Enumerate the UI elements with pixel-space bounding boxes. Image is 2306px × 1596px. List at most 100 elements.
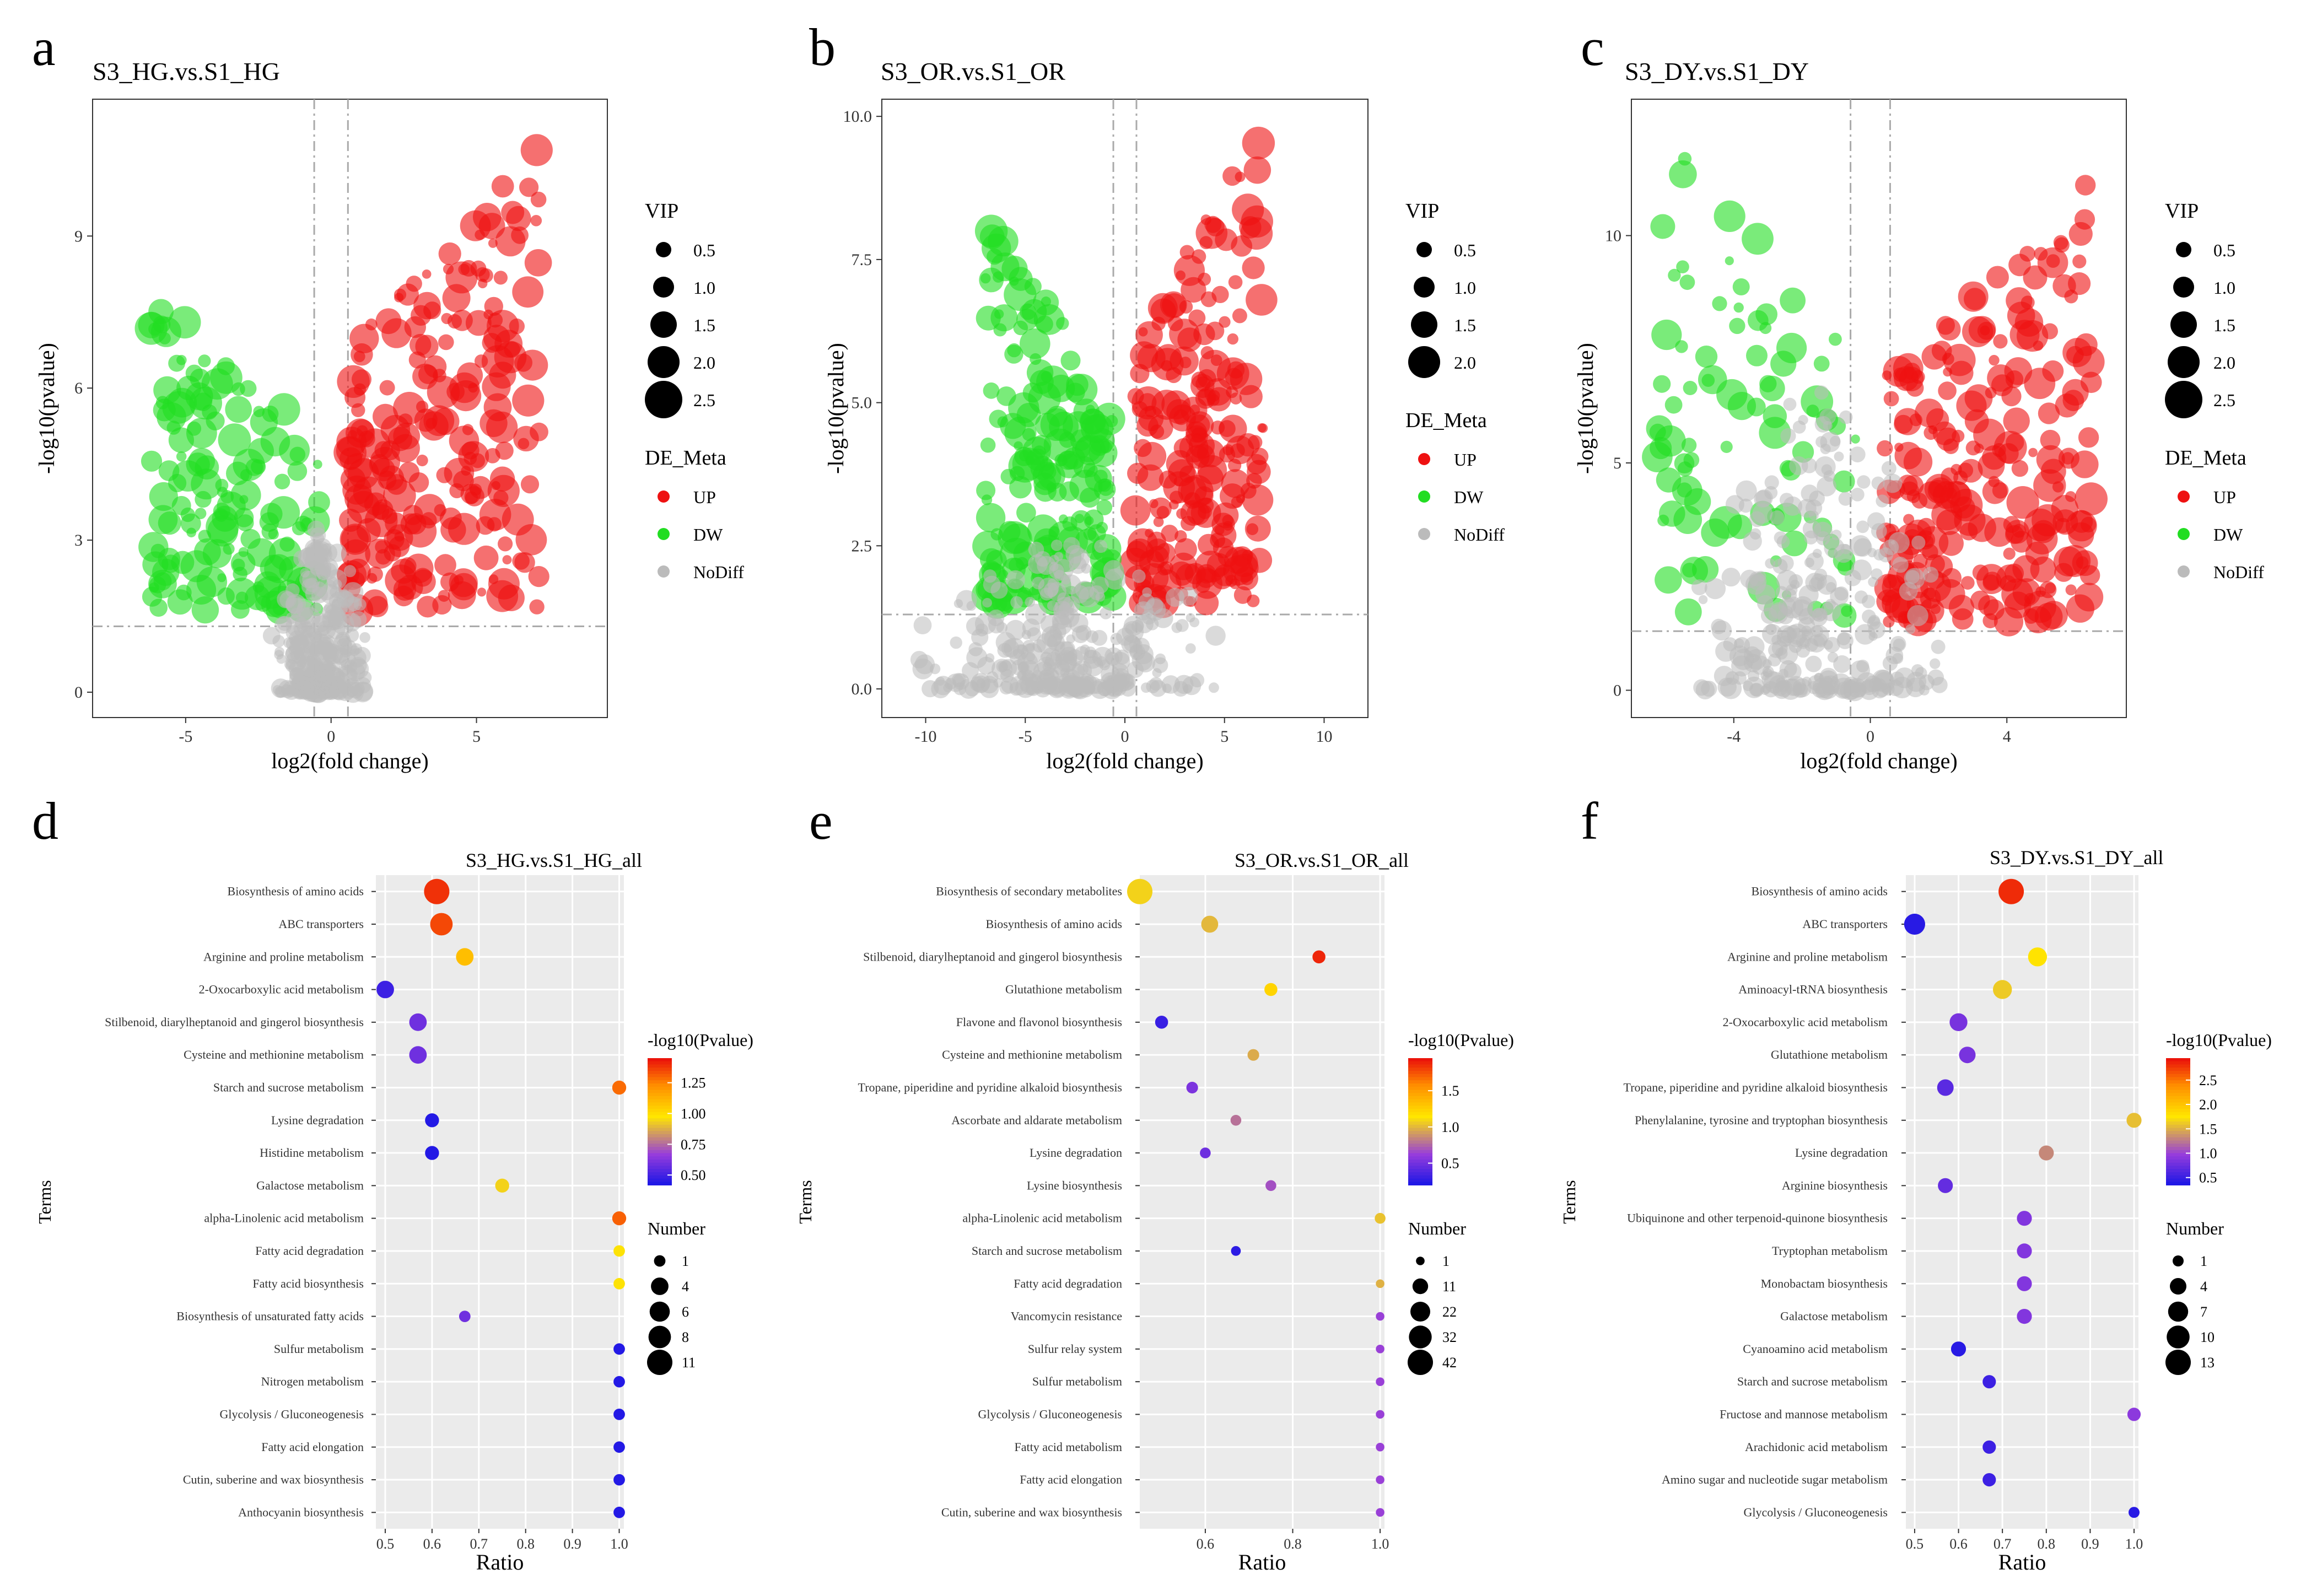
data-point-up — [2072, 254, 2087, 268]
data-point-dw — [198, 354, 211, 368]
data-point-nodiff — [1812, 682, 1828, 698]
colorbar-tick-label: 1.5 — [1441, 1083, 1459, 1099]
data-point-dw — [141, 450, 163, 472]
data-point-dw — [1683, 381, 1698, 395]
colorbar-segment — [1408, 1131, 1432, 1135]
data-point-nodiff — [1704, 578, 1726, 600]
data-point-up — [371, 457, 395, 482]
data-point-up — [1993, 334, 2008, 349]
data-point-up — [2033, 469, 2066, 502]
data-point-up — [2075, 482, 2108, 516]
data-point-dw — [1720, 440, 1733, 454]
data-point-nodiff — [990, 581, 1008, 599]
colorbar-segment — [648, 1131, 672, 1135]
data-point-up — [2003, 547, 2016, 560]
data-point-nodiff — [1911, 535, 1926, 550]
term-label: Biosynthesis of amino acids — [986, 917, 1122, 931]
colorbar-segment — [1408, 1140, 1432, 1145]
colorbar-segment — [1408, 1080, 1432, 1084]
data-point-dw — [1083, 462, 1098, 477]
data-point-nodiff — [1871, 523, 1887, 539]
data-point-dw — [1020, 328, 1050, 359]
data-point-dw — [1759, 375, 1785, 402]
vip-legend-swatch — [2170, 311, 2197, 338]
data-point-nodiff — [1905, 570, 1920, 584]
data-point-nodiff — [1071, 626, 1090, 643]
data-point-nodiff — [1892, 653, 1904, 664]
data-point-up — [1938, 381, 1957, 400]
data-point-dw — [1075, 514, 1085, 524]
data-point-up — [416, 401, 429, 413]
colorbar-segment — [1408, 1137, 1432, 1141]
data-point-up — [344, 484, 374, 513]
x-tick-label: 0.7 — [1993, 1536, 2012, 1552]
data-point-up — [512, 276, 544, 308]
colorbar-segment — [648, 1106, 672, 1109]
data-point-dw — [980, 437, 996, 453]
colorbar-segment — [648, 1086, 672, 1091]
data-point-dw — [176, 451, 187, 462]
data-point-dw — [268, 529, 279, 540]
data-point-dw — [1001, 256, 1028, 282]
vip-legend-swatch — [1414, 277, 1435, 298]
vip-legend-label: 1.0 — [2213, 278, 2235, 298]
colorbar-segment — [2166, 1096, 2190, 1100]
meta-legend-label: NoDiff — [1454, 525, 1505, 544]
colorbar-segment — [2166, 1124, 2190, 1129]
data-point-dw — [1656, 467, 1682, 493]
data-point-up — [1977, 321, 1996, 340]
data-point-nodiff — [1695, 680, 1715, 700]
term-label: Cysteine and methionine metabolism — [942, 1048, 1122, 1061]
x-tick-label: 0.9 — [563, 1536, 581, 1552]
data-point-up — [484, 296, 503, 316]
data-point-up — [1120, 495, 1151, 526]
data-point-up — [1952, 429, 1965, 443]
data-point-up — [2003, 407, 2030, 434]
x-tick-label: 5 — [1220, 727, 1229, 746]
colorbar-segment — [648, 1182, 672, 1185]
size-legend-title: Number — [1408, 1218, 1466, 1238]
data-point-nodiff — [1025, 643, 1035, 654]
bubble-point — [613, 1277, 625, 1290]
colorbar-segment — [1408, 1169, 1432, 1173]
data-point-nodiff — [1856, 520, 1869, 533]
data-point-up — [1198, 505, 1212, 519]
data-point-nodiff — [1876, 494, 1889, 508]
term-label: Glycolysis / Gluconeogenesis — [978, 1407, 1122, 1421]
bubble-point — [613, 1409, 625, 1420]
bubble-point — [1376, 1508, 1384, 1517]
term-label: Vancomycin resistance — [1011, 1309, 1122, 1323]
bubble-point — [1312, 950, 1326, 964]
vip-legend-swatch — [2165, 381, 2202, 418]
vip-legend-label: 0.5 — [1454, 240, 1476, 260]
x-tick-label: 5 — [472, 727, 481, 746]
data-point-dw — [1036, 315, 1053, 333]
data-point-nodiff — [1823, 421, 1833, 431]
data-point-dw — [149, 598, 168, 617]
data-point-up — [1242, 484, 1274, 516]
data-point-up — [1984, 517, 2014, 547]
data-point-nodiff — [1179, 587, 1198, 606]
colorbar-tick-label: 0.75 — [681, 1136, 706, 1152]
data-point-up — [379, 380, 395, 396]
data-point-nodiff — [1698, 595, 1708, 605]
term-label: Glycolysis / Gluconeogenesis — [219, 1407, 364, 1421]
data-point-dw — [252, 581, 265, 593]
y-tick-label: 0 — [74, 683, 83, 702]
bubble-point — [1155, 1016, 1168, 1029]
x-axis-label: log2(fold change) — [1800, 748, 1957, 773]
data-point-up — [1126, 541, 1148, 563]
data-point-dw — [1059, 481, 1079, 502]
data-point-dw — [1716, 379, 1748, 411]
x-tick-label: 0 — [327, 727, 335, 746]
data-point-dw — [1780, 287, 1806, 314]
data-point-nodiff — [1931, 677, 1948, 693]
term-label: Starch and sucrose metabolism — [1737, 1374, 1888, 1388]
vip-legend-swatch — [2176, 242, 2191, 257]
term-label: Fatty acid degradation — [1014, 1276, 1122, 1290]
data-point-nodiff — [1838, 492, 1853, 506]
x-tick-label: 0.6 — [1197, 1536, 1215, 1552]
data-point-up — [1894, 414, 1913, 434]
colorbar-tick-label: 2.0 — [2199, 1097, 2217, 1113]
data-point-dw — [213, 502, 230, 520]
